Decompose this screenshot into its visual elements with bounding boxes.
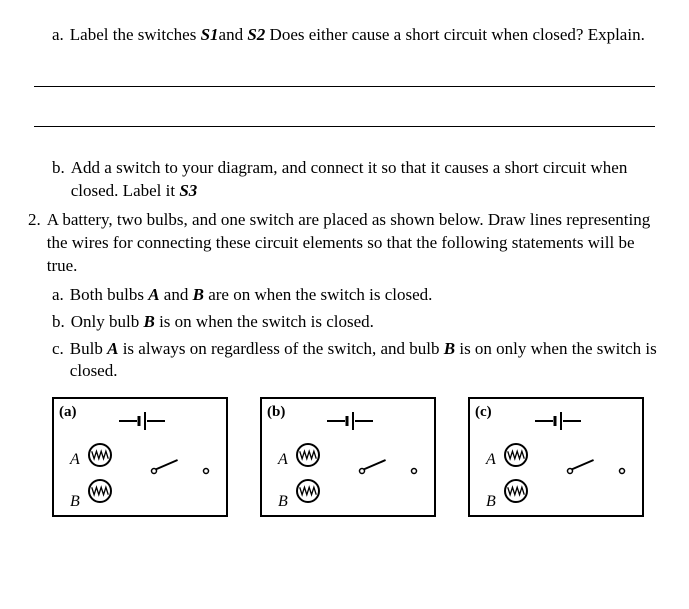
sym-B: B xyxy=(193,285,204,304)
t: and xyxy=(219,25,248,44)
text-2b: Only bulb B is on when the switch is clo… xyxy=(71,311,665,334)
marker-2: 2. xyxy=(28,209,47,278)
t: are on when the switch is closed. xyxy=(204,285,433,304)
text-2: A battery, two bulbs, and one switch are… xyxy=(47,209,665,278)
text-2c: Bulb A is always on regardless of the sw… xyxy=(70,338,665,384)
text-1a: Label the switches S1and S2 Does either … xyxy=(70,24,665,47)
marker-2b: b. xyxy=(52,311,71,334)
answer-line xyxy=(34,109,655,127)
bulb-label-A: A xyxy=(70,449,80,471)
marker-1b: b. xyxy=(52,157,71,203)
sym-B: B xyxy=(143,312,154,331)
bulb-label-B: B xyxy=(486,491,496,513)
question-1a: a. Label the switches S1and S2 Does eith… xyxy=(52,24,665,47)
panel-b: (b) A B xyxy=(260,397,436,517)
bulb-label-B: B xyxy=(70,491,80,513)
sym-s3: S3 xyxy=(179,181,197,200)
diagram-strip: (a) A B (b) A B (c) A B xyxy=(52,397,665,517)
question-2: 2. A battery, two bulbs, and one switch … xyxy=(28,209,665,278)
sym-A: A xyxy=(148,285,159,304)
panel-c: (c) A B xyxy=(468,397,644,517)
question-2b: b. Only bulb B is on when the switch is … xyxy=(52,311,665,334)
text-2a: Both bulbs A and B are on when the switc… xyxy=(70,284,665,307)
sym-s1: S1 xyxy=(201,25,219,44)
sym-A: A xyxy=(107,339,118,358)
panel-c-svg xyxy=(470,399,646,519)
question-2c: c. Bulb A is always on regardless of the… xyxy=(52,338,665,384)
t: Only bulb xyxy=(71,312,144,331)
question-2a: a. Both bulbs A and B are on when the sw… xyxy=(52,284,665,307)
marker-2c: c. xyxy=(52,338,70,384)
t: Label the switches xyxy=(70,25,201,44)
marker-1a: a. xyxy=(52,24,70,47)
answer-line xyxy=(34,69,655,87)
t: Add a switch to your diagram, and connec… xyxy=(71,158,628,200)
question-1b: b. Add a switch to your diagram, and con… xyxy=(52,157,665,203)
text-1b: Add a switch to your diagram, and connec… xyxy=(71,157,665,203)
t: Bulb xyxy=(70,339,107,358)
marker-2a: a. xyxy=(52,284,70,307)
panel-b-svg xyxy=(262,399,438,519)
bulb-label-B: B xyxy=(278,491,288,513)
panel-a: (a) A B xyxy=(52,397,228,517)
t: is always on regardless of the switch, a… xyxy=(118,339,443,358)
sym-s2: S2 xyxy=(247,25,265,44)
bulb-label-A: A xyxy=(486,449,496,471)
t: Both bulbs xyxy=(70,285,148,304)
t: is on when the switch is closed. xyxy=(155,312,374,331)
panel-a-svg xyxy=(54,399,230,519)
t: Does either cause a short circuit when c… xyxy=(265,25,645,44)
sym-B: B xyxy=(444,339,455,358)
bulb-label-A: A xyxy=(278,449,288,471)
t: and xyxy=(160,285,193,304)
